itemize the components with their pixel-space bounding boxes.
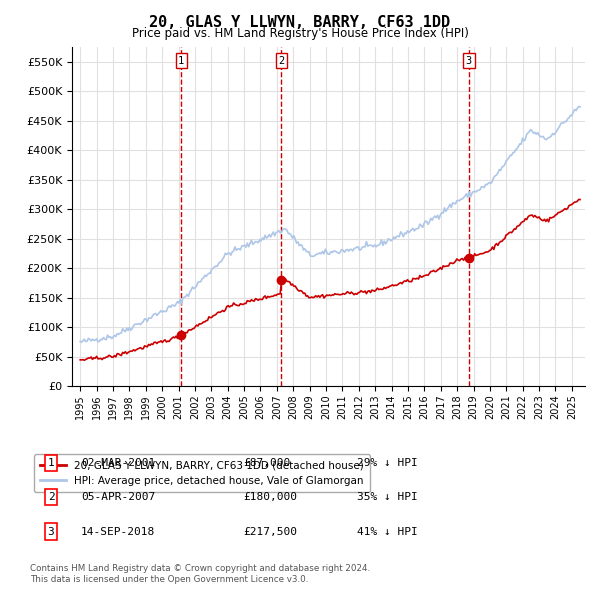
Text: £180,000: £180,000 bbox=[243, 493, 297, 502]
Text: 2: 2 bbox=[278, 55, 284, 65]
Text: 2: 2 bbox=[47, 493, 55, 502]
Text: £217,500: £217,500 bbox=[243, 527, 297, 536]
Text: £87,000: £87,000 bbox=[243, 458, 290, 468]
Text: 29% ↓ HPI: 29% ↓ HPI bbox=[357, 458, 418, 468]
Text: This data is licensed under the Open Government Licence v3.0.: This data is licensed under the Open Gov… bbox=[30, 575, 308, 584]
Text: Price paid vs. HM Land Registry's House Price Index (HPI): Price paid vs. HM Land Registry's House … bbox=[131, 27, 469, 40]
Text: 02-MAR-2001: 02-MAR-2001 bbox=[81, 458, 155, 468]
Text: 05-APR-2007: 05-APR-2007 bbox=[81, 493, 155, 502]
Text: 41% ↓ HPI: 41% ↓ HPI bbox=[357, 527, 418, 536]
Legend: 20, GLAS Y LLWYN, BARRY, CF63 1DD (detached house), HPI: Average price, detached: 20, GLAS Y LLWYN, BARRY, CF63 1DD (detac… bbox=[34, 454, 370, 492]
Text: 14-SEP-2018: 14-SEP-2018 bbox=[81, 527, 155, 536]
Text: 1: 1 bbox=[178, 55, 184, 65]
Text: 3: 3 bbox=[47, 527, 55, 536]
Text: Contains HM Land Registry data © Crown copyright and database right 2024.: Contains HM Land Registry data © Crown c… bbox=[30, 565, 370, 573]
Text: 35% ↓ HPI: 35% ↓ HPI bbox=[357, 493, 418, 502]
Text: 3: 3 bbox=[466, 55, 472, 65]
Text: 1: 1 bbox=[47, 458, 55, 468]
Text: 20, GLAS Y LLWYN, BARRY, CF63 1DD: 20, GLAS Y LLWYN, BARRY, CF63 1DD bbox=[149, 15, 451, 30]
